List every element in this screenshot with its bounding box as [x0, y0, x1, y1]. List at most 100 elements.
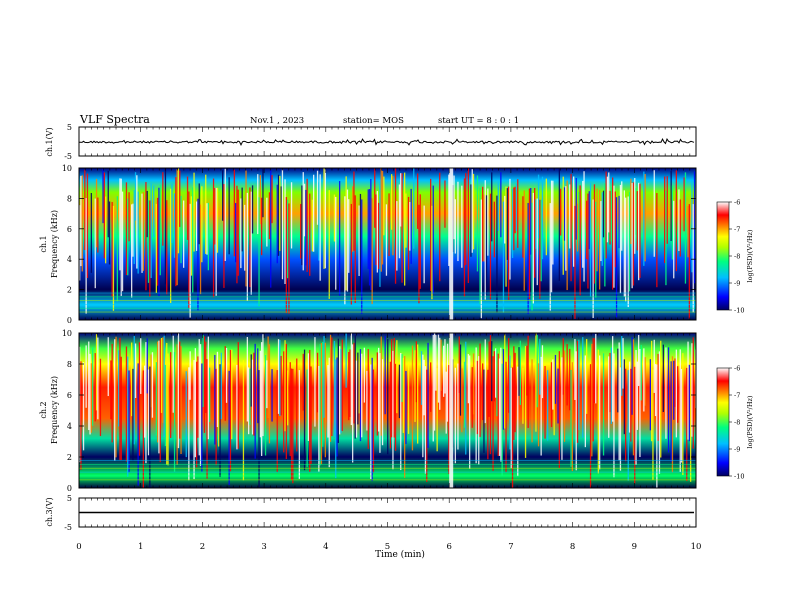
- x-tick-label: 8: [570, 542, 575, 552]
- spectrogram-streak: [322, 342, 324, 447]
- spectrogram-streak: [560, 188, 562, 236]
- spectrogram-streak: [630, 368, 632, 442]
- spectrogram-streak: [355, 360, 358, 438]
- spectrogram-streak: [586, 200, 588, 260]
- spectrogram-streak: [691, 343, 693, 437]
- spectrogram-streak: [549, 203, 551, 311]
- spectrogram-streak: [511, 367, 514, 488]
- x-tick-label: 0: [76, 542, 81, 552]
- spectrogram-streak: [205, 174, 207, 254]
- spectrogram-streak: [170, 352, 172, 438]
- spectrogram-streak: [336, 357, 338, 457]
- spectrogram-streak: [609, 190, 611, 245]
- spectrogram-streak: [254, 343, 256, 459]
- spectrogram-streak: [569, 184, 571, 249]
- spectrogram-streak: [236, 185, 238, 284]
- spectrogram-streak: [233, 169, 235, 257]
- spectrogram-streak: [478, 356, 480, 465]
- spectrogram-streak: [140, 338, 142, 394]
- spectrogram-streak: [602, 190, 605, 238]
- x-tick-label: 3: [261, 542, 266, 552]
- spectrogram-streak: [176, 169, 178, 286]
- spectrogram-streak: [242, 360, 245, 481]
- spectrogram-streak: [439, 172, 441, 282]
- spectrogram-streak: [419, 194, 421, 289]
- spectrogram-streak: [284, 340, 286, 432]
- spectrogram-streak: [482, 186, 484, 262]
- spectrogram-streak: [316, 170, 319, 225]
- spectrogram-streak: [81, 175, 83, 272]
- spectrogram-streak: [570, 173, 572, 282]
- spectrogram-streak: [249, 187, 251, 288]
- spectrogram-streak: [85, 198, 87, 314]
- spectrogram-streak: [662, 344, 664, 412]
- spectrogram-streak: [120, 178, 122, 296]
- spectrogram-streak: [600, 201, 602, 262]
- spectrogram-streak: [601, 192, 603, 266]
- spectrogram-streak: [389, 361, 391, 449]
- spectrogram-streak: [345, 176, 347, 291]
- spectrogram-streak: [550, 362, 553, 428]
- spectrogram-streak: [141, 193, 143, 273]
- spectrogram-streak: [515, 183, 518, 231]
- spectrogram-streak: [202, 335, 204, 408]
- spectrogram-streak: [461, 185, 463, 268]
- spectrogram-streak: [340, 348, 342, 434]
- time-axis-labels: 0 1 2 3 4 5 6 7 8 9 10: [76, 542, 701, 552]
- spectrogram-streak: [89, 353, 91, 435]
- spectrogram-streak: [443, 345, 445, 397]
- spectrogram-streak: [127, 198, 129, 276]
- spectrogram-streak: [558, 168, 560, 281]
- spectrogram-streak: [666, 176, 668, 244]
- spectrogram-streak: [309, 193, 311, 276]
- colorbar-tick-label: -9: [734, 446, 740, 454]
- spectrogram-streak: [376, 191, 378, 273]
- spectrogram-streak: [491, 172, 493, 242]
- spectrogram-streak: [569, 348, 571, 411]
- spectrogram-streak: [625, 197, 627, 302]
- spectrogram-streak: [488, 341, 490, 417]
- spectrogram-streak: [134, 172, 137, 221]
- spectrogram-streak: [417, 173, 419, 229]
- spectrogram-streak: [562, 176, 564, 275]
- spectrogram-streak: [367, 189, 369, 269]
- spectrogram-streak: [235, 202, 237, 263]
- spectrogram-streak: [539, 199, 541, 299]
- spectrogram-streak: [665, 347, 667, 439]
- spectrogram-streak: [597, 349, 599, 474]
- spectrogram-streak: [649, 359, 651, 431]
- spectrogram-streak: [107, 170, 109, 238]
- spectrogram-streak: [392, 350, 394, 470]
- spectrogram-streak: [599, 355, 601, 470]
- spectrogram-streak: [632, 182, 635, 286]
- spectrogram-streak: [426, 369, 428, 482]
- x-tick-label: 4: [323, 542, 328, 552]
- spectrogram-streak: [128, 192, 130, 242]
- y-tick-label: 4: [67, 255, 72, 264]
- spectrogram-streak: [371, 357, 373, 482]
- spectrogram-streak: [199, 204, 202, 295]
- spectrogram-band: [79, 460, 696, 461]
- spectrogram-streak: [680, 368, 683, 463]
- spectrogram-streak: [671, 185, 674, 260]
- spectrogram-streak: [683, 177, 685, 232]
- spectrogram-streak: [405, 370, 407, 445]
- spectrogram-streak: [639, 349, 641, 458]
- spectrogram-streak: [146, 338, 148, 394]
- colorbar-tick-label: -10: [734, 473, 744, 481]
- spectrogram-streak: [387, 339, 389, 455]
- spectrogram-streak: [371, 198, 373, 305]
- spectrogram-streak: [561, 357, 563, 460]
- spectrogram-streak: [483, 194, 485, 262]
- spectrogram-streak: [281, 169, 284, 280]
- y-tick-label: 8: [67, 360, 72, 369]
- spectrogram-streak: [593, 184, 596, 284]
- spectrogram-streak: [489, 193, 492, 300]
- spectrogram-streak: [198, 183, 200, 245]
- spectrogram-streak: [628, 192, 631, 292]
- spectrogram-streak: [537, 174, 540, 239]
- spectrogram-streak: [407, 196, 410, 270]
- spectrogram-streak: [384, 335, 386, 415]
- spectrogram-streak: [634, 178, 636, 254]
- spectrogram-streak: [310, 366, 312, 465]
